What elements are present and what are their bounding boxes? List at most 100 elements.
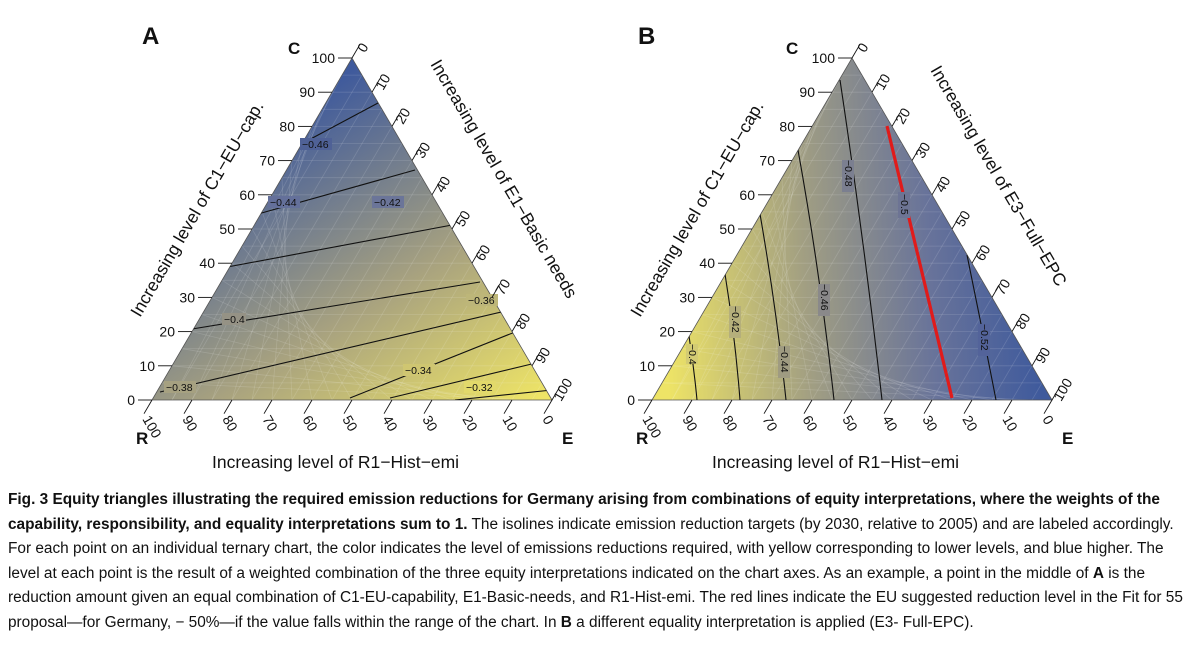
tick-label-left: 100 bbox=[812, 50, 836, 66]
tick-mark-bottom bbox=[683, 399, 693, 414]
tick-label-left: 60 bbox=[239, 187, 255, 203]
tick-label-left: 20 bbox=[659, 324, 675, 340]
isoline-label-b-052: −0.52 bbox=[978, 324, 990, 351]
tick-label-right: 90 bbox=[1032, 344, 1054, 366]
grid-line bbox=[691, 92, 833, 400]
tick-label-bottom: 40 bbox=[379, 413, 401, 435]
tick-mark-bottom bbox=[183, 399, 193, 414]
grid-line bbox=[711, 109, 883, 400]
axis-title-bottom-b: Increasing level of R1−Hist−emi bbox=[712, 452, 959, 472]
isoline-b-048 bbox=[839, 79, 883, 400]
tick-mark-right bbox=[391, 112, 401, 127]
grid-line bbox=[281, 177, 293, 400]
grid-line bbox=[161, 382, 533, 400]
tick-label-left: 70 bbox=[759, 153, 775, 169]
grid-line bbox=[201, 314, 453, 400]
figure-3: A −0.46 −0.44 −0.42 −0.4 −0.38 bbox=[126, 23, 1075, 472]
tick-label-left: 100 bbox=[312, 50, 336, 66]
caption-body-1: The isolines indicate emission reduction… bbox=[8, 515, 1174, 582]
isoline-label-a-032: −0.32 bbox=[466, 382, 493, 394]
tick-label-right: 30 bbox=[412, 139, 434, 161]
panel-letter-a: A bbox=[142, 23, 159, 50]
tick-label-right: 40 bbox=[932, 173, 954, 195]
isoline-label-b-042: −0.42 bbox=[729, 306, 741, 333]
tick-label-right: 0 bbox=[854, 40, 872, 55]
tick-mark-right bbox=[891, 112, 901, 127]
isoline-a-034 bbox=[389, 361, 541, 399]
tick-mark-right bbox=[1051, 386, 1061, 401]
grid-line bbox=[771, 160, 913, 400]
tick-label-right: 100 bbox=[550, 375, 576, 403]
tick-mark-bottom bbox=[763, 399, 773, 414]
tick-label-bottom: 20 bbox=[959, 413, 981, 435]
tick-mark-bottom bbox=[1003, 399, 1013, 414]
grid-line bbox=[261, 211, 333, 400]
tick-mark-right bbox=[371, 78, 381, 93]
tick-mark-right bbox=[991, 283, 1001, 298]
tick-label-left: 50 bbox=[219, 221, 235, 237]
figure-caption: Fig. 3 Equity triangles illustrating the… bbox=[8, 488, 1194, 635]
tick-label-bottom: 50 bbox=[339, 413, 361, 435]
tick-label-bottom: 50 bbox=[839, 413, 861, 435]
grid-line bbox=[431, 297, 493, 400]
corner-label-r-a: R bbox=[136, 429, 148, 448]
grid-line bbox=[251, 143, 403, 400]
tick-mark-right bbox=[471, 249, 481, 264]
tick-label-right: 80 bbox=[1012, 310, 1034, 332]
grid-line bbox=[741, 245, 873, 400]
tick-label-right: 0 bbox=[354, 40, 372, 55]
caption-bold-title: Equity triangles illustrating the requir… bbox=[8, 491, 1160, 533]
tick-label-left: 10 bbox=[639, 358, 655, 374]
tick-mark-bottom bbox=[803, 399, 813, 414]
tick-mark-right bbox=[511, 317, 521, 332]
tick-label-right: 10 bbox=[872, 71, 894, 93]
tick-label-right: 50 bbox=[452, 208, 474, 230]
tick-label-right: 60 bbox=[972, 242, 994, 264]
red-line-eu-fit-for-55 bbox=[885, 125, 954, 399]
grid-line bbox=[181, 348, 493, 400]
grid-line bbox=[911, 280, 983, 400]
tick-label-bottom: 20 bbox=[459, 413, 481, 435]
tick-mark-bottom bbox=[643, 399, 653, 414]
tick-label-right: 20 bbox=[392, 105, 414, 127]
grid-line bbox=[231, 126, 313, 400]
tick-label-right: 50 bbox=[952, 208, 974, 230]
tick-label-bottom: 80 bbox=[219, 413, 241, 435]
grid-line bbox=[771, 194, 813, 400]
tick-label-left: 0 bbox=[127, 392, 135, 408]
grid-line bbox=[951, 314, 1003, 400]
grid-line bbox=[991, 348, 1023, 400]
grid-line bbox=[751, 143, 903, 400]
tick-label-right: 20 bbox=[892, 105, 914, 127]
grid-line bbox=[331, 211, 443, 400]
grid-line bbox=[211, 109, 383, 400]
tick-mark-bottom bbox=[723, 399, 733, 414]
tick-mark-bottom bbox=[883, 399, 893, 414]
grid-line bbox=[661, 382, 1033, 400]
isoline-label-a-044: −0.44 bbox=[270, 197, 297, 209]
grid-line bbox=[751, 228, 853, 400]
grid-line bbox=[241, 245, 373, 400]
tick-mark-right bbox=[911, 146, 921, 161]
tick-label-bottom: 0 bbox=[1039, 413, 1057, 428]
tick-label-left: 20 bbox=[159, 324, 175, 340]
tick-label-left: 90 bbox=[799, 84, 815, 100]
grid-line bbox=[221, 279, 413, 400]
isoline-label-a-046: −0.46 bbox=[302, 139, 329, 151]
isoline-label-b-050: −0.5 bbox=[898, 194, 910, 215]
tick-mark-bottom bbox=[503, 399, 513, 414]
tick-mark-bottom bbox=[383, 399, 393, 414]
tick-label-left: 70 bbox=[259, 153, 275, 169]
tick-mark-right bbox=[951, 215, 961, 230]
tick-label-left: 40 bbox=[699, 255, 715, 271]
tick-mark-bottom bbox=[923, 399, 933, 414]
grid-line bbox=[781, 177, 793, 400]
tick-label-left: 30 bbox=[179, 289, 195, 305]
isoline-a-032 bbox=[454, 389, 552, 400]
tick-mark-right bbox=[451, 215, 461, 230]
grid-line bbox=[671, 74, 863, 400]
isoline-labels-a: −0.46 −0.44 −0.42 −0.4 −0.38 −0.36 −0.34… bbox=[164, 138, 498, 394]
grid-line bbox=[681, 348, 993, 400]
isoline-labels-b: −0.4 −0.42 −0.44 −0.46 −0.48 −0.5 −0.52 bbox=[686, 160, 990, 378]
grid-line bbox=[1031, 382, 1043, 400]
